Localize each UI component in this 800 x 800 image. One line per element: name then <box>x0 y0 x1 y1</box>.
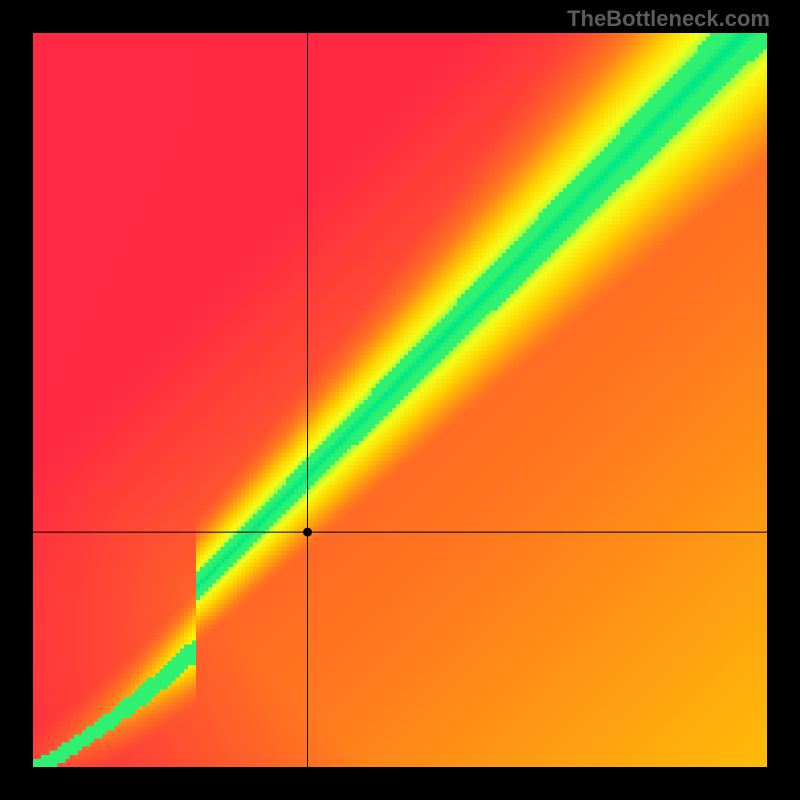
bottleneck-heatmap <box>33 33 767 767</box>
watermark-text: TheBottleneck.com <box>567 6 770 32</box>
chart-container: TheBottleneck.com <box>0 0 800 800</box>
